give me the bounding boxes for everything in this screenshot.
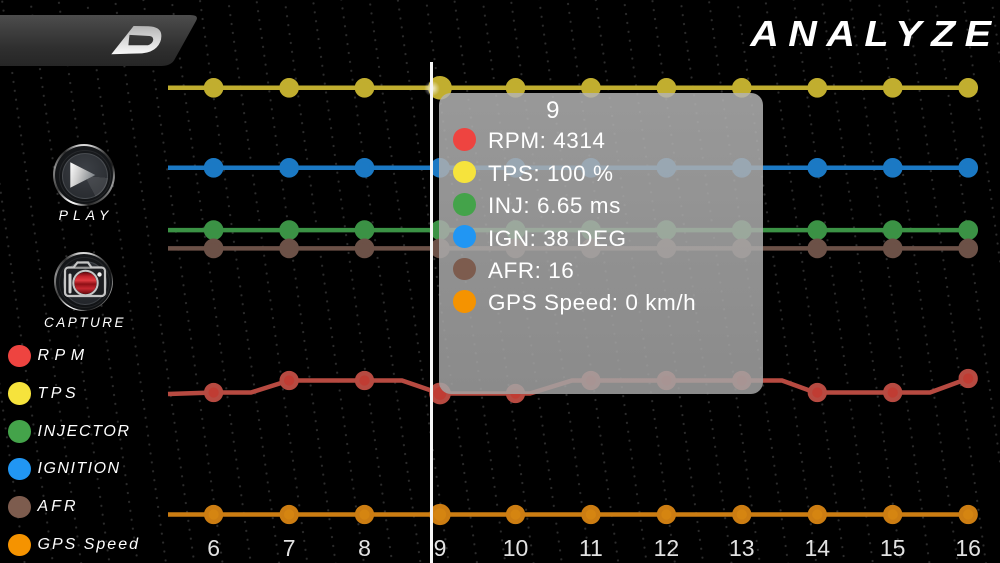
- svg-text:13: 13: [729, 535, 755, 561]
- svg-text:7: 7: [283, 535, 296, 561]
- svg-text:8: 8: [358, 535, 371, 561]
- svg-text:12: 12: [654, 535, 680, 561]
- svg-text:9: 9: [434, 535, 447, 561]
- svg-text:16: 16: [955, 535, 981, 561]
- svg-text:10: 10: [503, 535, 529, 561]
- svg-text:14: 14: [805, 535, 831, 561]
- svg-text:11: 11: [579, 535, 603, 561]
- svg-text:6: 6: [207, 535, 220, 561]
- svg-text:15: 15: [880, 535, 906, 561]
